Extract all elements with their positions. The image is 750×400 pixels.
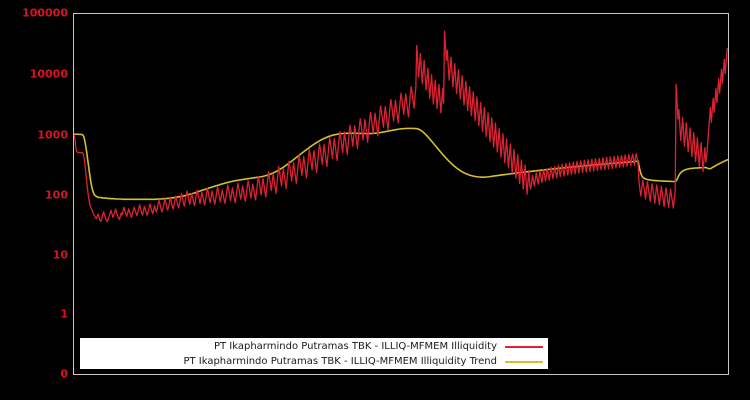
legend-entry-illiquidity-trend: PT Ikapharmindo Putramas TBK - ILLIQ-MFM… xyxy=(81,354,547,369)
y-tick-1: 1 xyxy=(60,307,68,321)
series-canvas xyxy=(74,30,728,223)
y-tick-100000: 100000 xyxy=(22,6,68,20)
y-tick-1000: 1000 xyxy=(37,128,68,142)
legend-entry-illiquidity: PT Ikapharmindo Putramas TBK - ILLIQ-MFM… xyxy=(81,339,547,354)
chart-legend: PT Ikapharmindo Putramas TBK - ILLIQ-MFM… xyxy=(80,338,548,369)
plot-area xyxy=(73,13,729,375)
legend-label-illiquidity-trend: PT Ikapharmindo Putramas TBK - ILLIQ-MFM… xyxy=(183,356,497,367)
y-tick-0: 0 xyxy=(60,367,68,381)
y-tick-100: 100 xyxy=(45,188,68,202)
y-tick-10: 10 xyxy=(52,248,68,262)
legend-label-illiquidity: PT Ikapharmindo Putramas TBK - ILLIQ-MFM… xyxy=(213,341,497,352)
legend-swatch-illiquidity-trend xyxy=(505,360,543,363)
y-tick-10000: 10000 xyxy=(29,67,68,81)
series-line-illiquidity xyxy=(74,30,728,223)
legend-swatch-illiquidity xyxy=(505,345,543,348)
y-axis-tick-labels: 100000 10000 1000 100 10 1 0 xyxy=(0,0,68,400)
